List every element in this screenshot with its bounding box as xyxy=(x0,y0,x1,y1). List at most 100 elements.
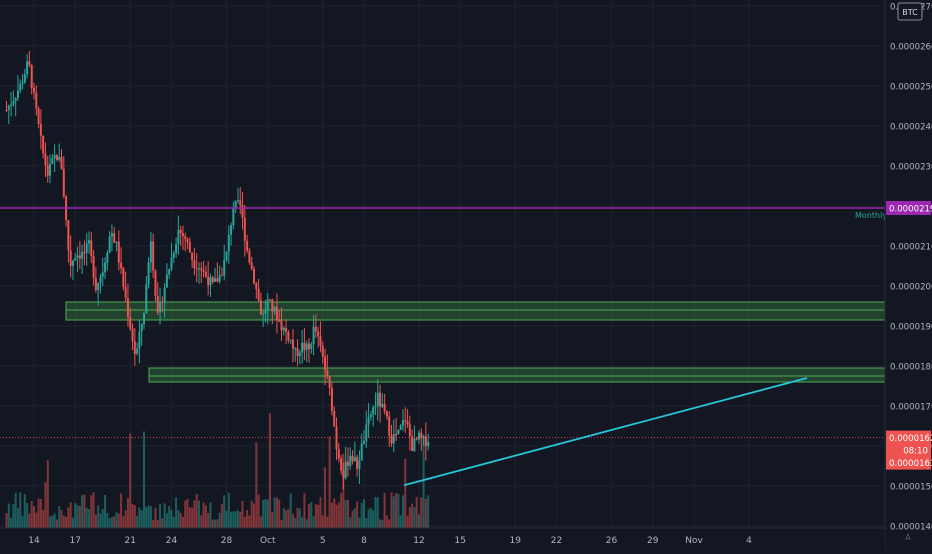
candle-body xyxy=(131,328,134,342)
candle-body xyxy=(53,154,56,159)
candle-body xyxy=(143,313,145,325)
volume-bar xyxy=(273,497,276,528)
volume-bar xyxy=(53,513,56,528)
volume-bar xyxy=(418,514,420,528)
volume-bar xyxy=(376,497,379,528)
volume-bar xyxy=(227,492,230,528)
time-axis[interactable]: 14 17 21 24 28 Oct 5 8 12 15 19 22 26 29 Nov 4 xyxy=(0,527,885,550)
volume-bar xyxy=(246,509,249,528)
volume-bar xyxy=(262,500,265,528)
volume-bar xyxy=(85,507,88,528)
candle-body xyxy=(303,342,306,351)
volume-bar xyxy=(35,512,38,528)
candle-body xyxy=(392,434,395,444)
candle-body xyxy=(330,387,333,411)
candle-body xyxy=(198,268,200,270)
volume-bar xyxy=(351,510,354,528)
candle-body xyxy=(58,157,61,160)
candle-body xyxy=(26,61,29,75)
trendline[interactable] xyxy=(403,377,808,487)
candle-body xyxy=(149,241,152,263)
volume-bar xyxy=(177,509,180,528)
time-tick-label: 17 xyxy=(70,536,81,546)
volume-bar xyxy=(94,514,97,528)
candle-body xyxy=(204,271,207,277)
volume-bar xyxy=(223,495,226,528)
candle-body xyxy=(71,260,74,266)
volume-bar xyxy=(170,510,173,528)
volume-bar xyxy=(342,453,345,528)
candle-body xyxy=(110,233,113,237)
volume-bar xyxy=(220,504,223,528)
candle-body xyxy=(179,229,182,234)
volume-bar xyxy=(216,519,219,528)
candle-body xyxy=(317,331,320,337)
volume-bar xyxy=(344,500,347,528)
candle-body xyxy=(172,252,175,258)
volume-bar xyxy=(58,506,61,528)
candle-body xyxy=(184,236,187,239)
volume-bar xyxy=(99,513,102,528)
volume-bar xyxy=(395,493,398,528)
candle-body xyxy=(12,101,15,105)
candle-body xyxy=(340,458,343,471)
volume-bar xyxy=(321,515,324,528)
candle-body xyxy=(33,87,35,93)
candle-body xyxy=(415,438,418,440)
volume-bar xyxy=(69,502,72,528)
candle-body xyxy=(351,455,354,462)
candle-body xyxy=(30,64,33,88)
volume-bar xyxy=(159,504,162,528)
candle-body xyxy=(74,257,77,261)
volume-bar xyxy=(312,516,315,528)
candle-body xyxy=(278,320,281,322)
volume-bar xyxy=(415,497,418,528)
candle-body xyxy=(312,326,315,345)
volume-bar xyxy=(305,519,308,528)
candle-body xyxy=(188,241,191,253)
candle-body xyxy=(230,225,233,235)
candle-body xyxy=(138,331,141,349)
volume-bar xyxy=(156,519,159,528)
candle-body xyxy=(285,327,288,333)
candle-body xyxy=(223,260,226,276)
volume-bar xyxy=(308,504,310,528)
volume-bar xyxy=(282,507,285,528)
candle-body xyxy=(161,301,164,303)
candle-body xyxy=(67,220,70,251)
candle-body xyxy=(374,406,377,408)
bar-countdown: 08:10 xyxy=(903,447,928,457)
candle-body xyxy=(250,262,253,269)
volume-bar xyxy=(200,515,203,528)
volume-bar xyxy=(324,467,327,528)
candle-body xyxy=(326,370,329,377)
candle-body xyxy=(301,342,304,353)
candle-body xyxy=(156,296,159,313)
volume-bar xyxy=(326,516,329,528)
candle-body xyxy=(129,316,132,329)
time-tick-label: 4 xyxy=(746,536,752,546)
volume-bar xyxy=(10,517,13,528)
candle-body xyxy=(115,241,118,243)
trendline-layer[interactable] xyxy=(403,377,808,487)
volume-bar xyxy=(408,506,411,528)
candle-body xyxy=(234,200,237,208)
volume-bar xyxy=(131,504,134,528)
volume-bar xyxy=(294,518,297,528)
time-tick-label: 19 xyxy=(510,536,522,546)
volume-bar xyxy=(399,515,402,528)
monthly-label: Monthly xyxy=(855,211,887,220)
volume-bar xyxy=(269,413,272,528)
volume-bar xyxy=(179,512,182,528)
volume-bar xyxy=(298,508,301,528)
volume-bar xyxy=(330,502,333,528)
bid-price-badge-label: 0.00001616 xyxy=(889,459,932,469)
candle-body xyxy=(365,424,368,441)
volume-bar xyxy=(340,493,343,528)
volume-bar xyxy=(149,506,152,528)
candle-body xyxy=(227,234,230,252)
volume-bar xyxy=(147,505,150,528)
candle-body xyxy=(60,157,63,169)
auto-scale-button[interactable]: A xyxy=(905,533,911,542)
